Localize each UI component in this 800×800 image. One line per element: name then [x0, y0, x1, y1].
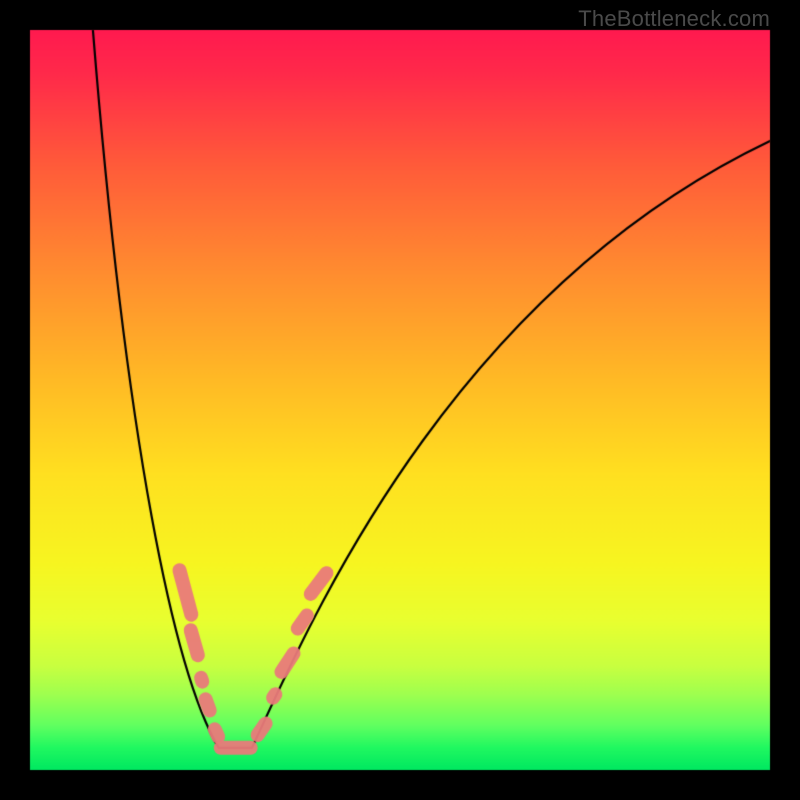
chart-stage: TheBottleneck.com: [0, 0, 800, 800]
watermark-text: TheBottleneck.com: [578, 6, 770, 32]
data-point-markers: [0, 0, 800, 800]
